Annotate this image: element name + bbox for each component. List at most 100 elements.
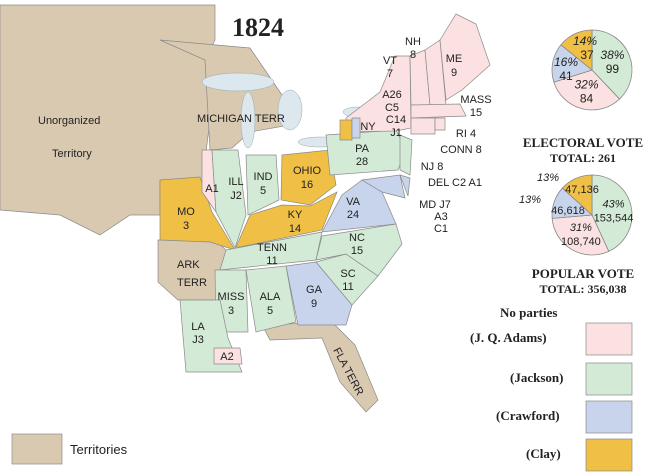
popular-slice-clay: [561, 174, 593, 216]
label-pa: PA: [355, 143, 370, 155]
label-tenn: TENN: [257, 242, 287, 254]
michigan-territory: [159, 39, 301, 151]
label-conn: CONN 8: [440, 144, 482, 156]
electoral-pie: 38%99 32%84 16%41 14%37: [551, 29, 633, 111]
label-mass-votes: 15: [470, 107, 482, 119]
label-la-j: J3: [192, 334, 204, 346]
label-ind: IND: [254, 171, 273, 183]
legend-swatch-clay: [585, 438, 633, 472]
label-ill-a: A1: [205, 183, 218, 195]
state-ind: [245, 154, 280, 216]
popular-slice-adams: [551, 214, 610, 256]
popular-value-adams: 108,740: [561, 236, 601, 248]
state-ill: [211, 149, 247, 249]
label-pa-votes: 28: [356, 156, 368, 168]
label-ny-c5: C5: [385, 102, 399, 114]
label-la-a: A2: [220, 351, 233, 363]
state-mass: [410, 103, 467, 119]
label-miss: MISS: [218, 291, 245, 303]
electoral-pct-jackson: 38%: [600, 48, 624, 62]
label-va: VA: [346, 196, 361, 208]
electoral-pct-adams: 32%: [574, 77, 598, 91]
label-ill-j: J2: [230, 190, 242, 202]
state-ala: [245, 265, 297, 333]
label-del: DEL C2 A1: [428, 177, 482, 189]
legend-swatch-adams: [585, 322, 633, 356]
label-nh-votes: 8: [410, 49, 416, 61]
legend-item-adams: (J. Q. Adams): [470, 322, 633, 356]
label-ark-2: TERR: [177, 277, 207, 289]
label-ky-votes: 14: [289, 223, 301, 235]
label-vt-votes: 7: [387, 68, 393, 80]
electoral-total: TOTAL: 261: [550, 151, 616, 165]
label-ill: ILL: [228, 176, 243, 188]
state-md: [360, 174, 406, 199]
label-sc: SC: [340, 268, 355, 280]
label-ny-c14: C14: [386, 114, 406, 126]
legend-swatch-jackson: [585, 362, 633, 396]
label-md-c: C1: [434, 223, 448, 235]
label-ala-votes: 5: [267, 305, 273, 317]
state-ohio: [280, 149, 337, 206]
legend-item-crawford: (Crawford): [496, 400, 633, 434]
lake-superior: [201, 72, 275, 92]
label-ohio: OHIO: [293, 165, 322, 177]
legend-heading: No parties: [500, 305, 557, 320]
legend-swatch-crawford: [585, 400, 633, 434]
label-mass: MASS: [460, 94, 491, 106]
label-la: LA: [191, 321, 205, 333]
electoral-pct-clay: 14%: [573, 34, 597, 48]
label-vt: VT: [383, 55, 397, 67]
state-me: [439, 13, 491, 101]
legend-label-jackson: (Jackson): [510, 370, 563, 385]
legend-swatch-territories: [11, 433, 63, 465]
florida-territory: [261, 321, 379, 413]
label-ga-votes: 9: [311, 298, 317, 310]
label-ohio-votes: 16: [301, 179, 313, 191]
label-mo: MO: [177, 206, 195, 218]
label-nh: NH: [405, 36, 421, 48]
popular-label: POPULAR VOTE: [532, 266, 634, 281]
label-nc-votes: 15: [351, 245, 363, 257]
state-ny-crawford: [351, 117, 361, 139]
label-michigan: MICHIGAN TERR: [197, 113, 285, 125]
state-conn: [410, 117, 436, 135]
label-me-votes: 9: [451, 67, 457, 79]
legend-label-crawford: (Crawford): [496, 408, 560, 423]
label-ri: RI 4: [456, 128, 476, 140]
label-sc-votes: 11: [342, 281, 353, 293]
popular-value-crawford: 46,618: [551, 205, 585, 217]
electoral-label: ELECTORAL VOTE: [523, 135, 643, 150]
state-nj: [399, 134, 413, 176]
label-mo-votes: 3: [183, 220, 189, 232]
label-md-a: A3: [434, 211, 447, 223]
legend-label-adams: (J. Q. Adams): [470, 330, 547, 345]
label-unorganized-2: Territory: [52, 148, 92, 160]
popular-value-jackson: 153,544: [594, 212, 634, 224]
legend-item-jackson: (Jackson): [510, 362, 633, 396]
electoral-value-crawford: 41: [559, 69, 573, 83]
label-me: ME: [446, 53, 463, 65]
electoral-slice-jackson: [591, 29, 633, 100]
legend-label-territories: Territories: [70, 442, 128, 457]
lake-michigan: [240, 91, 256, 149]
popular-value-clay: 47,136: [565, 184, 599, 196]
label-ark-1: ARK: [177, 259, 200, 271]
label-tenn-votes: 11: [266, 255, 277, 267]
lake-huron: [277, 89, 303, 131]
label-nj: NJ 8: [421, 161, 444, 173]
state-del: [399, 174, 411, 197]
legend-item-clay: (Clay): [526, 438, 633, 472]
electoral-slice-clay: [560, 29, 593, 71]
state-ny-clay: [339, 119, 353, 141]
state-ri: [434, 117, 446, 131]
label-ga: GA: [306, 284, 323, 296]
popular-pct-clay: 13%: [537, 172, 559, 184]
popular-slice-jackson: [591, 174, 633, 252]
label-ny-a: A26: [382, 89, 402, 101]
state-la-adams: [213, 347, 243, 365]
label-ny: NY: [360, 121, 376, 133]
